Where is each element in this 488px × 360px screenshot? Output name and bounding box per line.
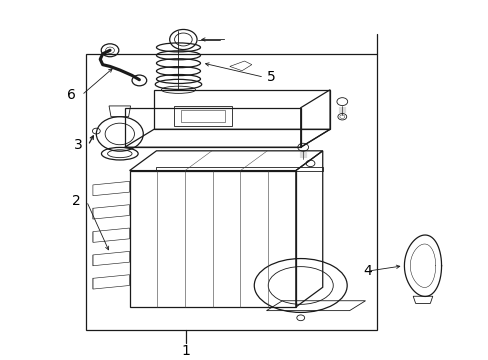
- Bar: [181, 109, 224, 122]
- Text: 4: 4: [362, 264, 371, 278]
- Bar: [173, 106, 232, 126]
- Text: 5: 5: [266, 70, 275, 84]
- Text: 2: 2: [72, 194, 81, 208]
- Bar: [156, 167, 322, 171]
- Bar: [85, 54, 376, 330]
- Text: 6: 6: [67, 88, 76, 102]
- Text: 1: 1: [181, 344, 190, 358]
- Text: 3: 3: [74, 139, 82, 152]
